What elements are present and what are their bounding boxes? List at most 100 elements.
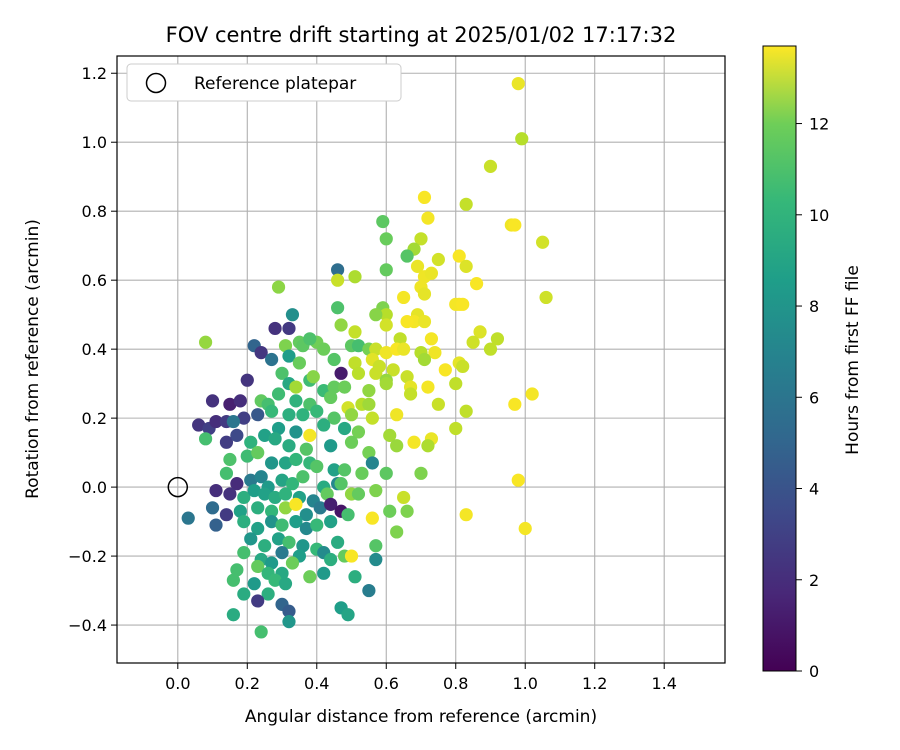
data-point (278, 487, 293, 501)
data-point (341, 608, 355, 622)
data-point (282, 349, 296, 363)
y-axis-ticks: −0.4 −0.2 0.0 0.2 0.4 0.6 0.8 1.0 1.2 (68, 64, 117, 635)
data-point (254, 346, 268, 360)
data-point (327, 380, 341, 394)
data-point (511, 76, 525, 91)
data-point (428, 346, 442, 360)
data-point (251, 559, 265, 574)
data-point (289, 425, 303, 439)
data-point (209, 414, 223, 429)
data-point (247, 577, 261, 591)
data-point (424, 332, 439, 346)
data-point (278, 339, 293, 353)
data-point (369, 366, 383, 380)
data-point (313, 501, 327, 515)
data-point (198, 432, 213, 446)
data-point (362, 446, 376, 460)
data-point (456, 297, 470, 311)
data-point (271, 532, 286, 546)
data-point (192, 418, 206, 432)
data-point (417, 352, 432, 367)
x-tick-label: 1.2 (582, 674, 607, 693)
legend-label: Reference platepar (194, 74, 356, 94)
data-point (331, 273, 345, 287)
data-point (348, 356, 362, 370)
data-point (289, 380, 303, 394)
data-point (369, 342, 383, 356)
data-point (251, 594, 265, 608)
data-point (289, 514, 303, 529)
colorbar-tick-label: 12 (809, 115, 829, 134)
data-point (334, 366, 348, 380)
data-point (341, 508, 355, 522)
data-point (390, 525, 404, 539)
y-tick-label: 1.2 (82, 64, 107, 83)
data-point (376, 214, 390, 229)
data-point (226, 573, 240, 587)
data-point (456, 359, 470, 373)
x-tick-label: 0.8 (443, 674, 468, 693)
data-point (282, 408, 296, 422)
data-point (390, 408, 404, 422)
data-point (265, 556, 279, 570)
data-point (344, 408, 359, 422)
data-point (282, 604, 296, 618)
colorbar-label: Hours from first FF file (843, 265, 863, 455)
data-point (240, 373, 254, 387)
data-point (536, 235, 550, 249)
data-point (265, 504, 279, 518)
data-point (219, 466, 234, 480)
data-point (285, 477, 300, 491)
data-point (254, 625, 268, 639)
data-point (317, 418, 331, 432)
data-point (466, 335, 480, 349)
data-point (417, 190, 432, 205)
data-point (337, 380, 352, 394)
plot-frame (116, 55, 726, 664)
data-point (268, 432, 282, 446)
legend-marker (145, 72, 167, 94)
data-point (344, 435, 359, 449)
data-point (251, 521, 265, 536)
data-point (223, 397, 237, 411)
data-point (417, 287, 432, 301)
data-point (251, 446, 265, 460)
data-point (539, 290, 553, 305)
data-point (431, 397, 445, 411)
data-point (459, 197, 473, 211)
data-point (421, 439, 435, 453)
data-point (344, 549, 359, 563)
data-point (369, 483, 383, 498)
data-point (205, 501, 220, 515)
data-point (337, 463, 352, 477)
data-point (337, 421, 352, 436)
data-point (362, 397, 376, 411)
data-point (511, 473, 525, 487)
data-point (508, 397, 522, 411)
colorbar-tick-label: 4 (809, 480, 819, 499)
data-point (303, 428, 317, 442)
data-point (244, 532, 258, 546)
data-point (233, 394, 247, 408)
data-point (223, 452, 237, 467)
data-point (379, 466, 393, 480)
data-point (258, 539, 272, 553)
data-point (303, 332, 317, 346)
colorbar (762, 45, 797, 672)
data-point (310, 518, 324, 532)
data-point (403, 387, 418, 401)
data-point (459, 404, 473, 418)
data-point (265, 514, 279, 529)
data-point (317, 342, 331, 356)
data-point (278, 577, 293, 591)
data-point (431, 252, 445, 267)
data-point (320, 487, 334, 501)
data-point (327, 463, 341, 477)
data-point (334, 477, 348, 491)
data-point (205, 394, 220, 408)
data-point (271, 421, 286, 436)
x-tick-label: 1.4 (651, 674, 676, 693)
legend-box (126, 63, 402, 102)
data-point (397, 290, 411, 305)
